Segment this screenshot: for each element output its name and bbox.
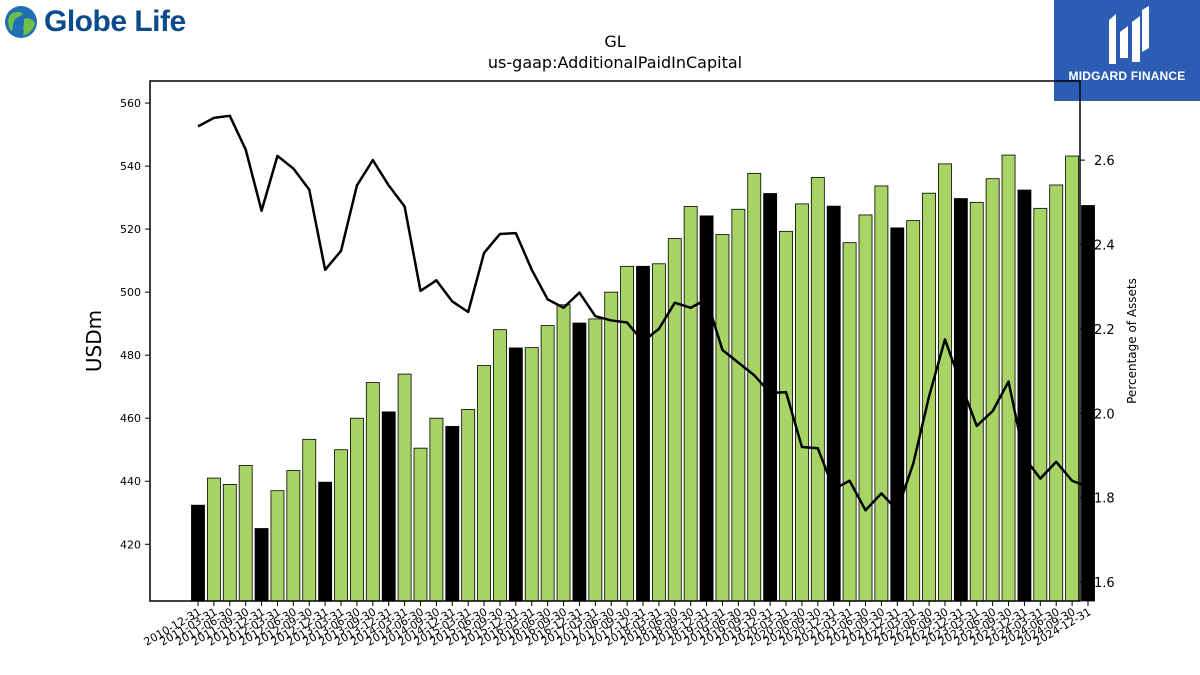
- bar-2014-03-31: [397, 373, 412, 602]
- bar-2023-09-30: [1001, 154, 1016, 602]
- bar-2013-09-30: [365, 382, 380, 602]
- percentage-line: [197, 114, 1089, 512]
- bar-2020-09-30: [810, 177, 825, 602]
- midgard-finance-badge: MIDGARD FINANCE: [1054, 0, 1200, 101]
- bar-2016-12-31: [572, 322, 587, 602]
- bar-2021-12-31: [890, 227, 905, 602]
- chart-subtitle: us-gaap:AdditionalPaidInCapital: [487, 53, 743, 72]
- bar-2014-09-30: [429, 417, 444, 602]
- bar-2012-09-30: [302, 438, 317, 602]
- bar-2013-12-31: [381, 411, 396, 602]
- globe-icon: [5, 6, 37, 38]
- bar-2021-09-30: [874, 185, 889, 602]
- bar-2020-06-30: [795, 203, 809, 602]
- bar-2023-06-30: [985, 178, 1000, 602]
- bar-2017-03-31: [588, 318, 603, 602]
- bar-2015-12-31: [508, 347, 523, 602]
- bar-2018-12-31: [699, 215, 714, 602]
- plot-frame: [149, 80, 1081, 602]
- y-tick-label: 440: [120, 475, 141, 488]
- bar-2017-09-30: [620, 265, 635, 602]
- y-tick-label: 500: [120, 286, 141, 299]
- bar-2019-09-30: [747, 172, 762, 602]
- y2-tick-label: 2.6: [1094, 154, 1115, 169]
- y2-tick-label: 1.8: [1094, 492, 1115, 507]
- bar-2015-09-30: [493, 329, 507, 602]
- bar-2023-12-31: [1017, 189, 1032, 602]
- bar-2015-06-30: [477, 365, 491, 602]
- y2-tick-label: 2.4: [1094, 238, 1115, 253]
- globe-life-logo-text: Globe Life: [44, 5, 186, 38]
- bar-2014-06-30: [413, 447, 428, 602]
- bar-2010-12-31: [191, 504, 205, 602]
- bar-2013-03-31: [334, 449, 348, 602]
- bar-2022-12-31: [953, 198, 968, 602]
- bar-2021-06-30: [858, 214, 873, 602]
- bar-2022-09-30: [938, 163, 952, 602]
- bar-2013-06-30: [350, 417, 364, 602]
- midgard-finance-text: MIDGARD FINANCE: [1068, 69, 1186, 83]
- line-series: [197, 114, 1089, 512]
- y-axis-label: USDm: [82, 310, 106, 372]
- bar-2024-09-30: [1065, 155, 1080, 602]
- bar-2017-06-30: [604, 291, 619, 602]
- bar-2012-06-30: [286, 470, 301, 602]
- y-tick-label: 420: [120, 538, 141, 551]
- y2-tick-label: 1.6: [1094, 576, 1115, 591]
- globe-life-logo: Globe Life: [4, 3, 186, 41]
- y2-axis-label: Percentage of Assets: [1125, 278, 1139, 404]
- y-tick-label: 520: [120, 223, 141, 236]
- bar-2019-03-31: [715, 234, 730, 602]
- bar-2020-03-31: [779, 230, 793, 602]
- bar-2016-03-31: [524, 347, 539, 602]
- y-axis-right: 1.6 1.8 2.0 2.2 2.4 2.6: [1080, 154, 1115, 591]
- bar-2017-12-31: [636, 265, 650, 602]
- midgard-emblem-icon: [1109, 6, 1149, 64]
- bar-2011-12-31: [254, 528, 269, 602]
- bar-2020-12-31: [826, 205, 841, 602]
- y-tick-label: 460: [120, 412, 141, 425]
- bar-2018-09-30: [683, 206, 698, 602]
- y-tick-label: 560: [120, 97, 141, 110]
- bar-2024-06-30: [1049, 184, 1064, 602]
- bar-2011-09-30: [238, 465, 253, 602]
- bar-2022-03-31: [906, 220, 921, 602]
- y-tick-label: 480: [120, 349, 141, 362]
- bar-2021-03-31: [842, 242, 857, 602]
- chart-title: GL: [604, 32, 626, 51]
- bar-2019-12-31: [763, 193, 778, 602]
- y2-tick-label: 2.0: [1094, 407, 1115, 422]
- bar-2011-03-31: [206, 477, 221, 602]
- bar-2014-12-31: [445, 426, 460, 602]
- bar-2024-12-31: [1081, 205, 1095, 602]
- y-axis-left: 420 440 460 480 500 520 540 560: [120, 97, 150, 551]
- bar-2016-09-30: [556, 304, 571, 602]
- bar-2023-03-31: [969, 201, 984, 602]
- y2-tick-label: 2.2: [1094, 323, 1115, 338]
- bar-2018-06-30: [667, 238, 682, 602]
- bar-2015-03-31: [461, 408, 476, 602]
- bar-2018-03-31: [651, 263, 666, 602]
- bar-2019-06-30: [731, 208, 746, 602]
- bar-2016-06-30: [540, 325, 555, 602]
- bar-2012-03-31: [270, 490, 285, 602]
- bar-2012-12-31: [318, 481, 333, 602]
- bar-2024-03-31: [1033, 207, 1048, 602]
- bar-2011-06-30: [222, 483, 237, 602]
- y-tick-label: 540: [120, 160, 141, 173]
- x-axis: 2010-12-312011-03-312011-06-302011-09-30…: [142, 601, 1094, 649]
